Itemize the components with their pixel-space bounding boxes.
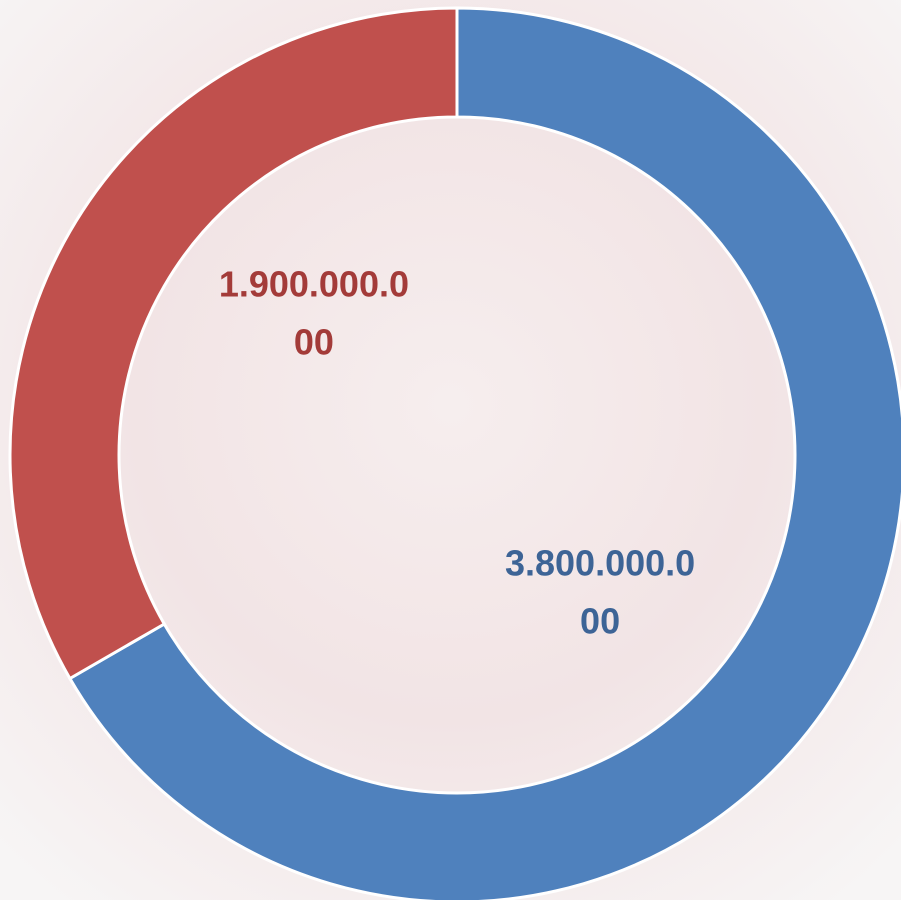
plot: 3.800.000.0 00 1.900.000.0 00 bbox=[8, 6, 901, 900]
donut-segment bbox=[67, 6, 901, 900]
donut-segment bbox=[8, 6, 459, 681]
data-label: 3.800.000.0 00 bbox=[505, 542, 695, 641]
data-label: 1.900.000.0 00 bbox=[219, 263, 409, 362]
